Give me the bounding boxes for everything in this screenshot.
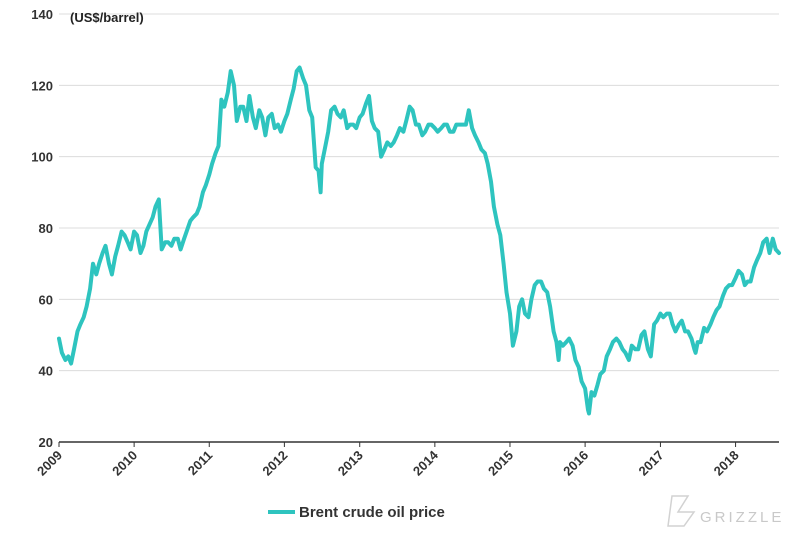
y-tick-label: 100: [31, 150, 53, 165]
x-tick-label: 2012: [259, 448, 290, 479]
x-tick-label: 2015: [485, 448, 516, 479]
grizzle-logo-icon: [667, 495, 696, 527]
y-axis-unit-label: (US$/barrel): [70, 10, 144, 25]
plot-area: [57, 65, 781, 416]
grizzle-logo: GRIZZLE: [667, 495, 784, 527]
y-tick-label: 20: [39, 435, 53, 450]
x-tick-label: 2013: [335, 448, 366, 479]
y-axis-ticks: 20 40 60 80 100 120 140: [31, 7, 53, 450]
x-tick-label: 2011: [185, 448, 216, 479]
x-tick-label: 2018: [711, 448, 742, 479]
y-tick-label: 80: [39, 221, 53, 236]
x-tick-label: 2017: [636, 448, 667, 479]
gridlines: [59, 13, 779, 372]
x-tick-label: 2014: [410, 447, 442, 479]
y-tick-label: 40: [39, 364, 53, 379]
y-tick-label: 60: [39, 292, 53, 307]
y-tick-label: 120: [31, 78, 53, 93]
x-tick-label: 2009: [34, 448, 65, 479]
x-tick-label: 2010: [109, 448, 140, 479]
x-tick-label: 2016: [560, 448, 591, 479]
series-line-0: [57, 65, 781, 416]
logo-text: GRIZZLE: [700, 509, 784, 526]
y-tick-label: 140: [31, 7, 53, 22]
legend-label: Brent crude oil price: [299, 504, 445, 521]
legend: Brent crude oil price: [268, 504, 445, 521]
x-axis: 2009 2010 2011 2012 2013 2014 2015 2016 2017 2018: [34, 441, 779, 479]
